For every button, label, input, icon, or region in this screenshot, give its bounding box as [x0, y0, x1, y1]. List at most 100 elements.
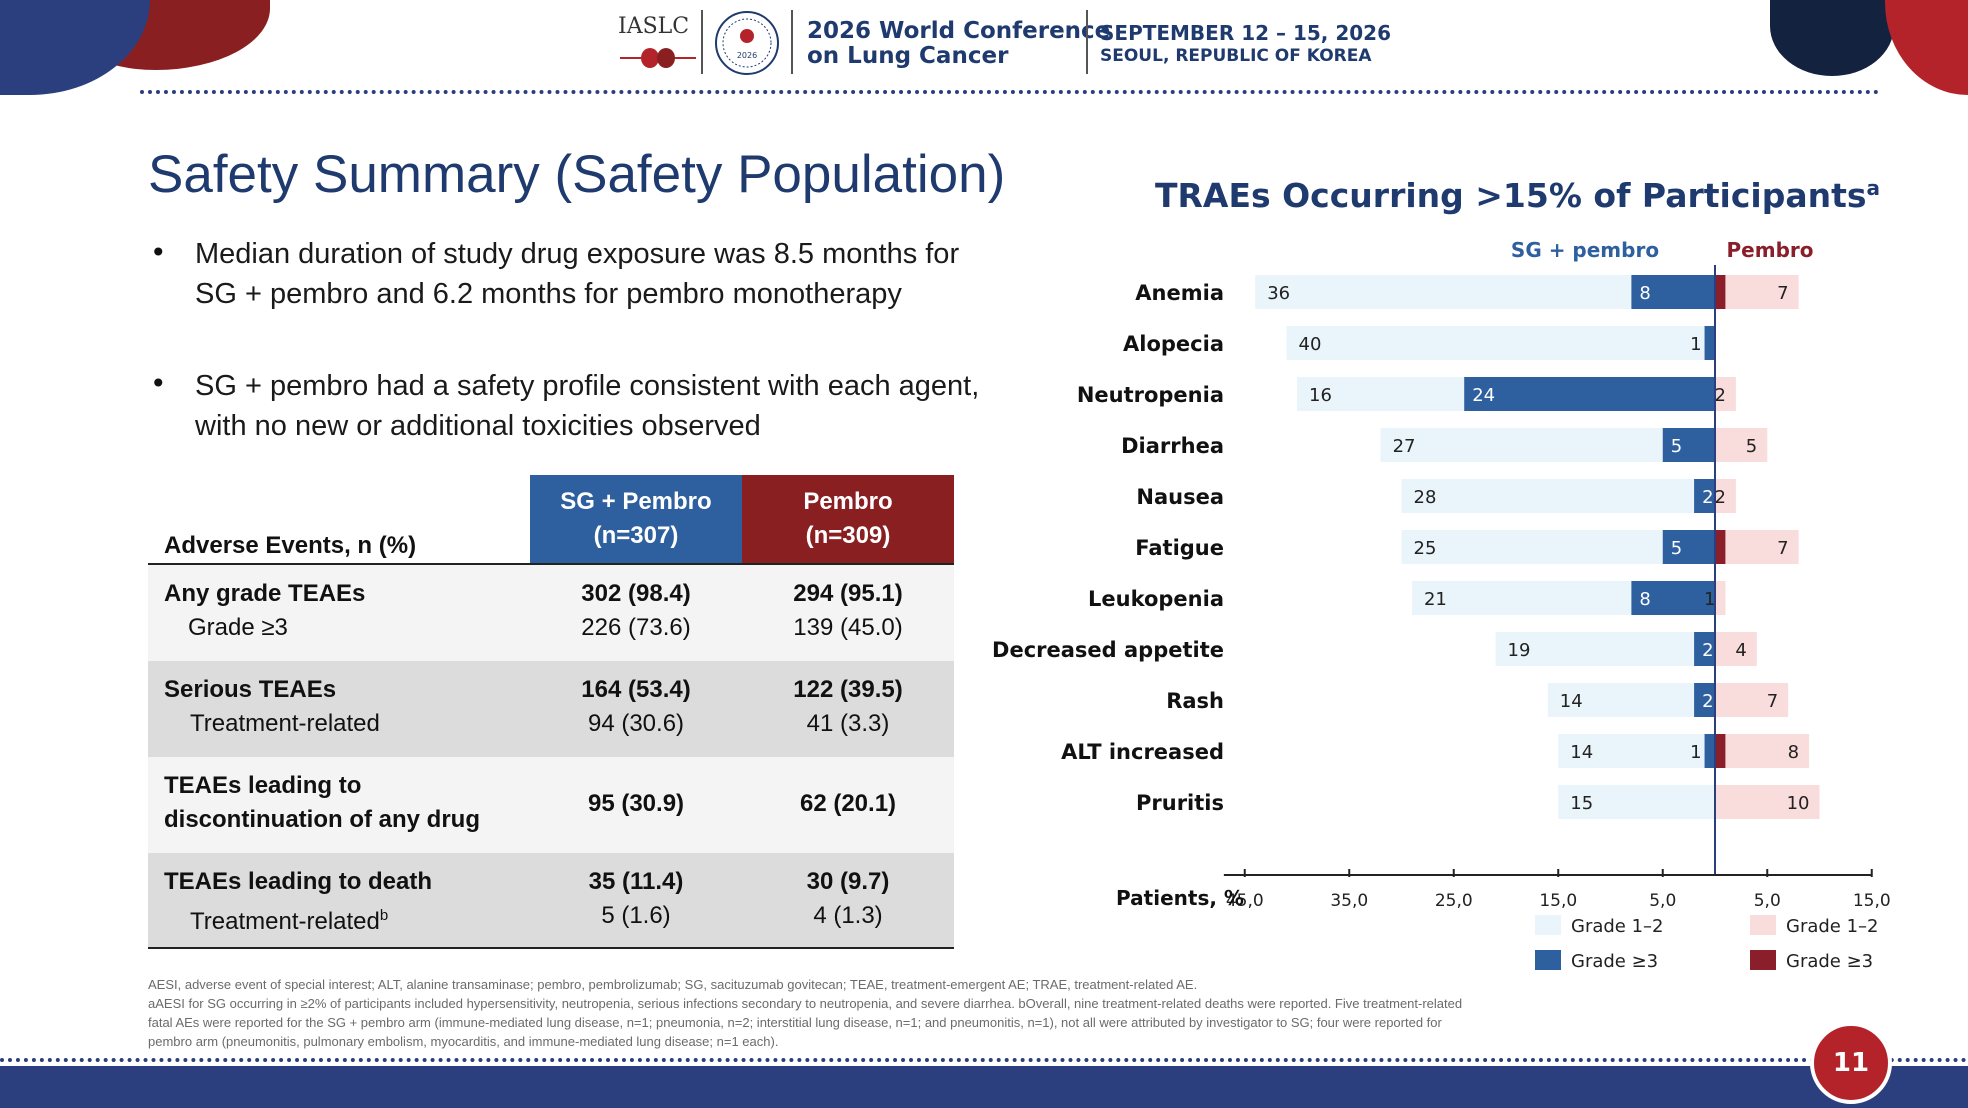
adverse-events-table: Adverse Events, n (%) SG + Pembro (n=307…: [148, 475, 954, 949]
table-row-header: Adverse Events, n (%): [164, 532, 417, 559]
bar-pembro-grade12: [1725, 734, 1810, 768]
bar-pembro-grade12: [1715, 428, 1768, 462]
footnote-line: AESI, adverse event of special interest;…: [148, 977, 1198, 992]
x-axis-label: Patients, %: [1116, 886, 1244, 910]
bar-label-sg-grade12: 14: [1560, 691, 1583, 712]
bar-sg-grade3: [1631, 275, 1715, 309]
bar-sg-grade12: [1401, 479, 1695, 513]
footer-bar: [0, 1066, 1968, 1108]
row-sublabel: Treatment-relatedb: [190, 899, 388, 939]
footnote-line: aAESI for SG occurring in ≥2% of partici…: [148, 996, 1463, 1011]
bullet-marker: •: [150, 236, 167, 269]
category-label: Leukopenia: [1088, 587, 1224, 611]
cell-pembro: 62 (20.1): [799, 790, 897, 817]
footnotes: AESI, adverse event of special interest;…: [148, 975, 1788, 1051]
bar-label-pembro-grade12: 2: [1714, 487, 1725, 508]
bar-label-pembro-grade12: 7: [1767, 691, 1778, 712]
chart-title-text: TRAEs Occurring >15% of Participants: [1155, 176, 1867, 215]
header-decoration-left-blue: [0, 0, 150, 95]
row-label: Serious TEAEs: [164, 676, 337, 703]
row-sublabel-text: Treatment-related: [190, 908, 380, 935]
footnote-line: fatal AEs were reported for the SG + pem…: [148, 1015, 1442, 1030]
category-label: Rash: [1166, 689, 1224, 713]
legend-swatch: [1535, 915, 1561, 935]
bar-label-pembro-grade12: 5: [1746, 436, 1757, 457]
bullet-2: SG + pembro had a safety profile consist…: [195, 370, 980, 442]
slide-title: Safety Summary (Safety Population): [148, 145, 1006, 204]
iaslc-logo: IASLC: [618, 14, 690, 39]
category-label: Decreased appetite: [992, 638, 1224, 662]
bar-sg-grade12: [1411, 581, 1632, 615]
right-group-label: Pembro: [1727, 238, 1814, 262]
category-label: Fatigue: [1135, 536, 1224, 560]
table-row: Serious TEAEs Treatment-related 164 (53.…: [148, 661, 954, 757]
col-header-line1: SG + Pembro: [560, 488, 712, 515]
bar-label-sg-grade12: 28: [1414, 487, 1437, 508]
cell-sg-sub: 94 (30.6): [587, 710, 685, 737]
bar-pembro-grade12: [1725, 530, 1799, 564]
bar-sg-grade12: [1380, 428, 1663, 462]
bar-sg-grade3: [1662, 428, 1715, 462]
chart-title: TRAEs Occurring >15% of Participantsa: [1155, 176, 1880, 215]
bar-label-pembro-grade12: 7: [1777, 538, 1788, 559]
bar-sg-grade12: [1255, 275, 1632, 309]
bar-sg-grade3: [1662, 530, 1715, 564]
bar-label-sg-grade3: 24: [1472, 385, 1495, 406]
page-number: 11: [1810, 1022, 1892, 1104]
cell-sg-sub: 5 (1.6): [601, 902, 671, 929]
category-label: Neutropenia: [1077, 383, 1224, 407]
header-decoration-right-dark: [1770, 0, 1894, 76]
bar-sg-grade3: [1704, 326, 1715, 360]
legend-label: Grade 1–2: [1786, 916, 1879, 937]
bar-pembro-grade12: [1725, 275, 1799, 309]
x-tick-label: 15,0: [1539, 891, 1577, 911]
legend-swatch: [1750, 915, 1776, 935]
bar-label-sg-grade12: 16: [1309, 385, 1332, 406]
bar-label-pembro-grade12: 2: [1714, 385, 1725, 406]
bar-sg-grade12: [1495, 632, 1695, 666]
category-label: Anemia: [1135, 281, 1224, 305]
header-divider: [791, 10, 793, 74]
conference-dates: SEPTEMBER 12 – 15, 2026: [1100, 21, 1392, 45]
cell-pembro-sub: 41 (3.3): [806, 710, 890, 737]
table-row: Any grade TEAEs Grade ≥3 302 (98.4) 226 …: [148, 565, 954, 661]
bar-sg-grade12: [1286, 326, 1705, 360]
cell-sg: 95 (30.9): [587, 790, 685, 817]
bar-label-sg-grade12: 40: [1299, 334, 1322, 355]
cell-sg: 35 (11.4): [588, 868, 684, 895]
category-label: Alopecia: [1123, 332, 1224, 356]
cell-pembro-sub: 139 (45.0): [793, 614, 903, 641]
bar-label-pembro-grade12: 10: [1787, 793, 1810, 814]
bar-label-sg-grade12: 27: [1393, 436, 1416, 457]
bar-sg-grade3: [1694, 683, 1715, 717]
legend-label: Grade ≥3: [1571, 951, 1658, 972]
bar-sg-grade3: [1631, 581, 1715, 615]
col-header-line2: (n=307): [593, 522, 679, 549]
bar-sg-grade12: [1401, 530, 1663, 564]
legend-swatch: [1750, 950, 1776, 970]
col-header-line1: Pembro: [803, 488, 893, 515]
row-label: TEAEs leading to death: [164, 868, 433, 895]
cell-pembro: 122 (39.5): [793, 676, 903, 703]
bar-sg-grade12: [1297, 377, 1465, 411]
row-label: Any grade TEAEs: [164, 580, 366, 607]
conference-name-line2: on Lung Cancer: [807, 43, 1009, 69]
bar-label-sg-grade3: 5: [1671, 538, 1682, 559]
header-dotted-divider: [140, 90, 1880, 94]
bar-sg-grade3: [1694, 632, 1715, 666]
bar-label-pembro-grade12: 8: [1788, 742, 1799, 763]
bar-label-sg-grade3: 8: [1639, 589, 1650, 610]
bar-pembro-grade12: [1715, 479, 1736, 513]
bar-pembro-grade12: [1715, 377, 1736, 411]
table-col-header-sg-pembro: SG + Pembro (n=307): [530, 475, 742, 563]
traes-butterfly-chart: SG + pembro Pembro Anemia 36 8 1 7 Alopecia 40 1 N…: [992, 238, 1891, 972]
x-tick-label: 15,0: [1853, 891, 1891, 911]
header-decoration-right-red: [1885, 0, 1968, 95]
conference-name-line1: 2026 World Conference: [807, 18, 1111, 44]
x-tick-label: 5,0: [1754, 891, 1781, 911]
header-divider: [701, 10, 703, 74]
bar-label-sg-grade3: 2: [1702, 691, 1713, 712]
category-label: ALT increased: [1061, 740, 1224, 764]
cell-pembro-sub: 4 (1.3): [813, 902, 883, 929]
x-tick-label: 35,0: [1330, 891, 1368, 911]
